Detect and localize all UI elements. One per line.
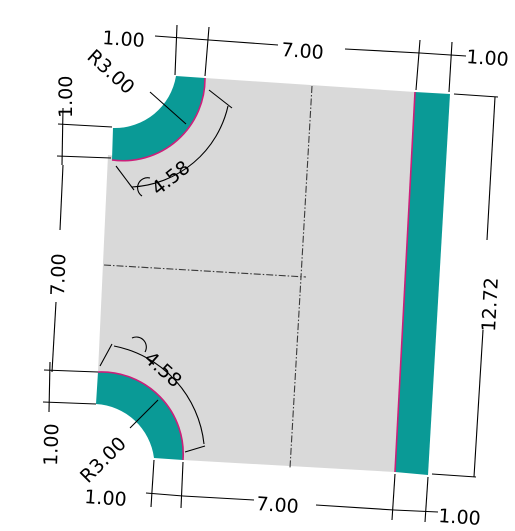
top-left-vertical-dim: 1.00 bbox=[55, 76, 77, 118]
bottom-right-flange-dim: 1.00 bbox=[438, 505, 482, 530]
top-length-dim: 7.00 bbox=[281, 39, 325, 64]
top-left-bend-region bbox=[112, 76, 206, 161]
sheet-panel bbox=[98, 78, 415, 472]
bottom-length-dim: 7.00 bbox=[256, 493, 300, 518]
bottom-left-vertical-dimension-lines bbox=[42, 361, 99, 413]
bottom-radius-dim: R3.00 bbox=[76, 433, 131, 488]
bottom-radius-leader bbox=[129, 399, 159, 429]
bottom-arc-length-dimension-lines bbox=[99, 336, 206, 453]
bottom-left-bend-line bbox=[97, 371, 185, 461]
top-radius-dim: R3.00 bbox=[83, 45, 139, 98]
top-right-flange-dim: 1.00 bbox=[466, 46, 510, 71]
bottom-left-bend-region bbox=[96, 371, 184, 460]
left-length-dim: 7.00 bbox=[47, 253, 70, 296]
right-bend-line bbox=[394, 91, 416, 473]
top-left-bend-line bbox=[111, 77, 206, 162]
top-left-vertical-dimension-lines bbox=[56, 107, 113, 166]
top-dimension-lines bbox=[154, 24, 467, 93]
left-length-dimension-lines bbox=[51, 164, 64, 373]
bottom-dimension-lines bbox=[145, 459, 439, 523]
right-flange-strip bbox=[395, 92, 450, 475]
bottom-left-vertical-dim: 1.00 bbox=[40, 423, 63, 466]
top-radius-leader bbox=[149, 91, 187, 125]
bottom-left-flange-dim: 1.00 bbox=[84, 486, 128, 511]
right-height-dimension-lines bbox=[431, 93, 499, 478]
right-height-dim: 12.72 bbox=[478, 277, 503, 332]
horizontal-center-line bbox=[103, 264, 307, 278]
top-arc-length-dimension-lines bbox=[115, 89, 233, 197]
top-left-flange-dim: 1.00 bbox=[102, 27, 146, 52]
